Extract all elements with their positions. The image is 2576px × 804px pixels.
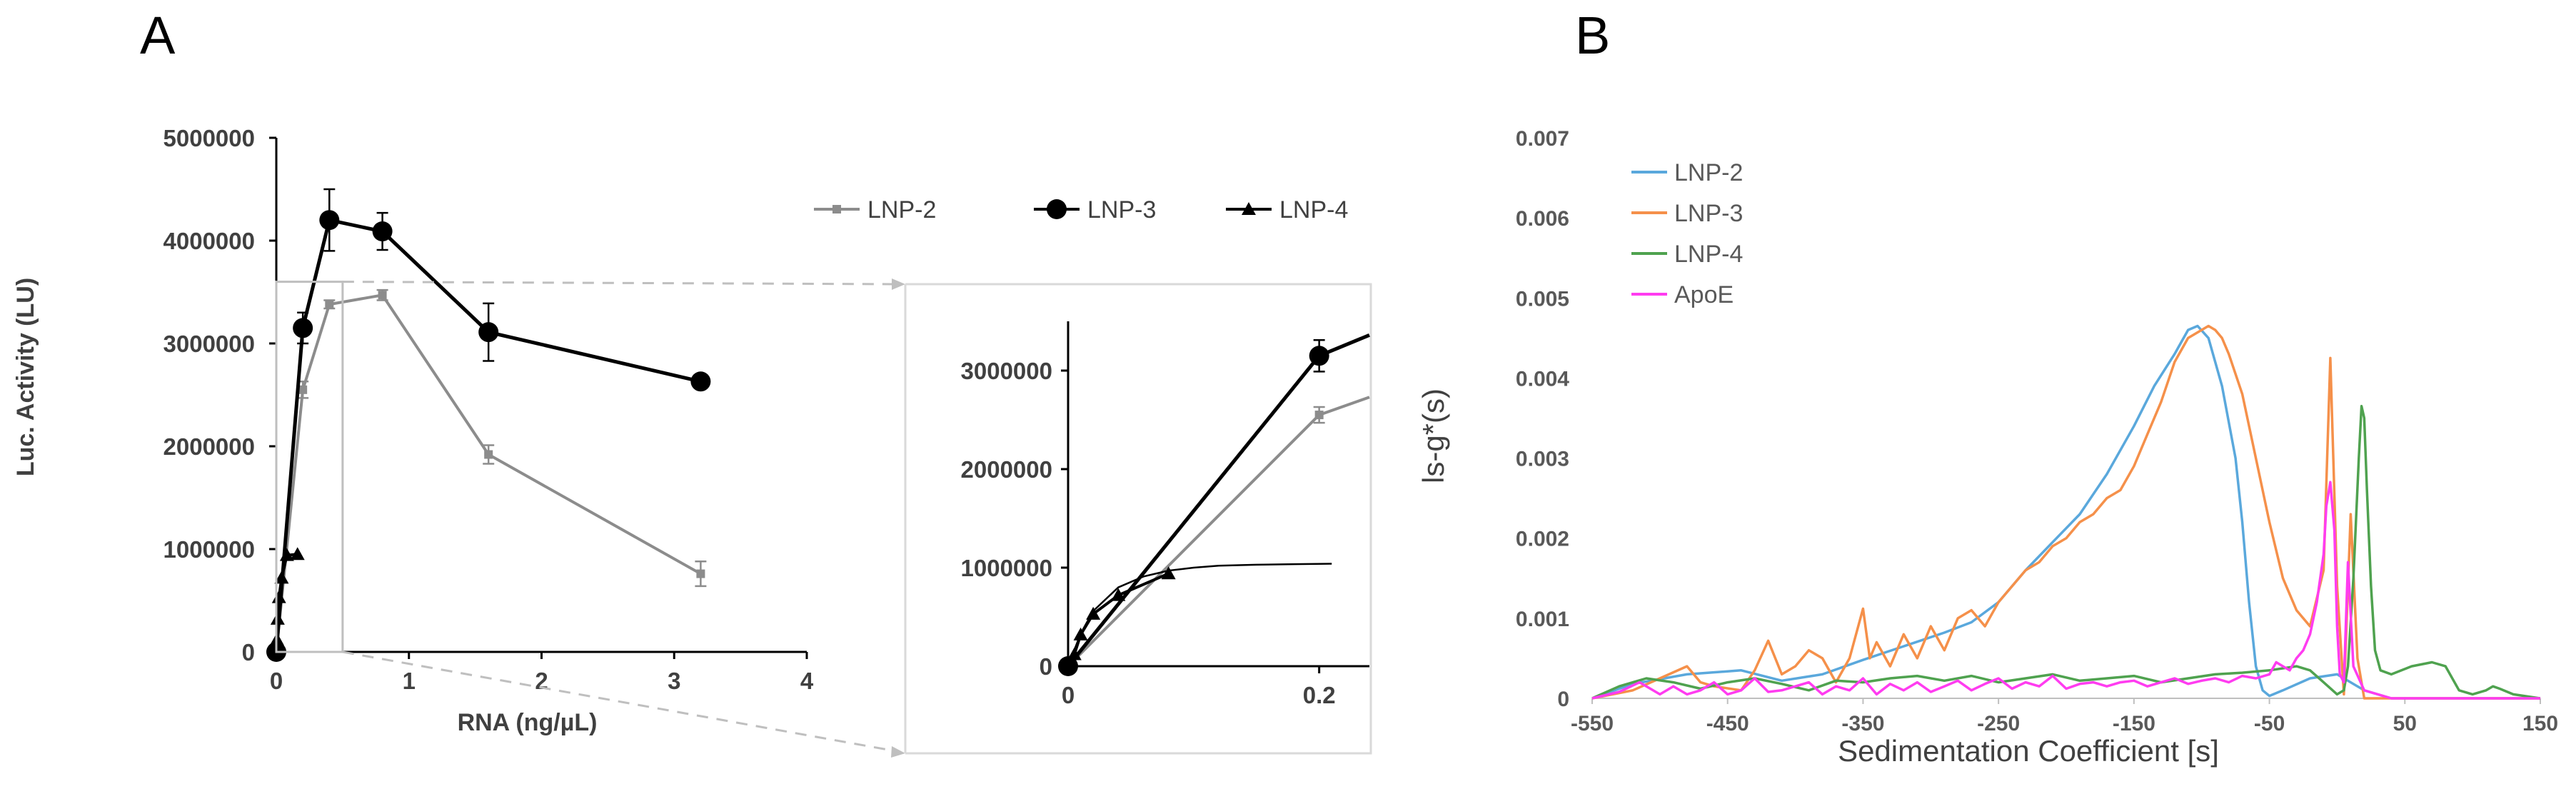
b-y-tick-label: 0.007: [1516, 127, 1569, 151]
b-y-tick-label: 0.005: [1516, 287, 1569, 311]
zoom-guide-bottom: [342, 650, 897, 753]
legend-marker: [1242, 202, 1256, 215]
legend-label: LNP-3: [1087, 196, 1156, 223]
data-point-lnp-4: [274, 571, 289, 584]
b-x-tick-label: -450: [1706, 712, 1749, 735]
data-point-lnp-2: [298, 385, 308, 394]
series-line-lnp-2: [275, 293, 702, 653]
b-y-tick-label: 0: [1557, 688, 1569, 711]
legend-marker: [832, 205, 841, 213]
x-axis-title: RNA (ng/µL): [458, 709, 598, 736]
inset-data-point-lnp-4: [1161, 566, 1176, 580]
b-x-tick-label: -550: [1571, 712, 1614, 735]
y-tick-label: 5000000: [163, 125, 255, 151]
inset-y-tick-label: 3000000: [961, 358, 1052, 384]
zoom-arrow-top: [892, 278, 905, 290]
data-point-lnp-2: [696, 569, 705, 578]
data-point-lnp-2: [325, 300, 334, 309]
b-legend-label: LNP-2: [1674, 159, 1743, 186]
inset-x-tick-label: 0: [1062, 682, 1075, 708]
y-tick-label: 4000000: [163, 228, 255, 254]
zoom-guide-top: [342, 281, 897, 286]
data-point-lnp-4: [271, 590, 286, 603]
b-legend-label: LNP-4: [1674, 241, 1743, 268]
data-point-lnp-2: [484, 450, 493, 459]
inset-y-tick-label: 1000000: [961, 555, 1052, 581]
series-line-lnp-3: [274, 218, 701, 653]
legend-b: LNP-2 LNP-3 LNP-4 ApoE: [1631, 159, 1743, 308]
b-series-line-lnp-4: [1591, 404, 2541, 700]
data-point-lnp-3: [690, 371, 711, 392]
b-x-axis-title: Sedimentation Coefficient [s]: [1838, 734, 2219, 768]
data-point-lnp-4: [279, 548, 294, 561]
inset-data-point-lnp-3: [1309, 346, 1329, 366]
inset-data-point-lnp-4: [1111, 588, 1126, 601]
inset-frame: [905, 283, 1372, 755]
b-x-tick-label: -50: [2254, 712, 2285, 735]
legend-marker: [1047, 199, 1067, 219]
inset-y-tick-label: 2000000: [961, 456, 1052, 483]
data-point-lnp-2: [378, 291, 387, 300]
inset-series-line-lnp-2: [1067, 396, 1370, 668]
legend-a: LNP-2 LNP-3 LNP-4: [814, 196, 1348, 223]
b-y-tick-label: 0.006: [1516, 207, 1569, 231]
zoom-arrow-bottom: [891, 746, 905, 758]
zoom-region-box: [275, 281, 344, 653]
panel-label-a: A: [140, 6, 176, 65]
chart-a-main: 0 1 2 3 4 0 1000000 2000000 3000000 4000000 500000…: [12, 125, 814, 736]
x-tick-label: 4: [800, 668, 814, 694]
b-x-tick-label: 150: [2522, 712, 2558, 735]
x-tick-label: 1: [403, 668, 416, 694]
b-y-tick-label: 0.003: [1516, 448, 1569, 471]
b-legend-label: LNP-3: [1674, 200, 1743, 227]
data-point-lnp-4: [290, 547, 305, 561]
chart-b: -550 -450 -350 -250 -150 -50 50 150 0 0.001 0.002 0…: [1417, 127, 2558, 768]
y-tick-label: 0: [242, 639, 255, 665]
b-x-tick-label: -350: [1841, 712, 1884, 735]
x-tick-label: 3: [668, 668, 680, 694]
legend-label: LNP-4: [1279, 196, 1348, 223]
y-axis-title: Luc. Activity (LU): [12, 278, 39, 476]
b-x-tick-label: -150: [2113, 712, 2155, 735]
b-y-axis-title: ls-g*(s): [1417, 388, 1450, 483]
data-point-lnp-3: [372, 221, 393, 242]
inset-y-tick-label: 0: [1040, 653, 1052, 680]
data-point-lnp-3: [293, 318, 313, 338]
x-tick-label: 0: [270, 668, 283, 694]
inset-series-line-lnp-3: [1067, 333, 1370, 668]
data-point-lnp-3: [478, 322, 499, 343]
zoom-guides: [275, 278, 1372, 758]
b-x-tick-label: 50: [2393, 712, 2417, 735]
b-series-line-lnp-3: [1591, 324, 2540, 700]
b-legend-label: ApoE: [1674, 281, 1734, 308]
y-tick-label: 2000000: [163, 433, 255, 460]
b-series-line-lnp-2: [1591, 324, 2540, 700]
inset-data-point-lnp-2: [1314, 411, 1324, 420]
inset-series-line-lnp-4-fit: [1067, 563, 1332, 667]
inset-x-tick-label: 0.2: [1303, 682, 1336, 708]
b-y-tick-label: 0.004: [1516, 367, 1569, 391]
panel-label-b: B: [1575, 6, 1610, 65]
chart-a-inset: 0 0.2 0 1000000 2000000 3000000: [961, 321, 1370, 708]
data-point-lnp-3: [319, 210, 340, 231]
data-point-lnp-4: [270, 611, 285, 625]
y-tick-label: 1000000: [163, 536, 255, 563]
b-x-tick-label: -250: [1977, 712, 2020, 735]
b-y-tick-label: 0.001: [1516, 608, 1569, 631]
x-tick-label: 2: [535, 668, 548, 694]
y-tick-label: 3000000: [163, 331, 255, 357]
legend-label: LNP-2: [867, 196, 936, 223]
b-y-tick-label: 0.002: [1516, 528, 1569, 551]
b-series-line-apoe: [1591, 481, 2540, 700]
